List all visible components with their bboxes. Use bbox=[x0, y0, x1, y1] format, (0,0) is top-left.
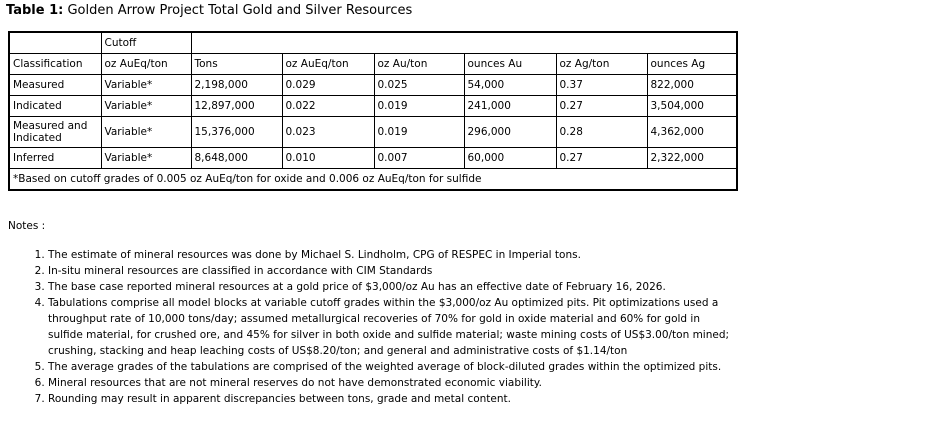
table-row: Measured Variable* 2,198,000 0.029 0.025… bbox=[8, 74, 738, 96]
note-item: Mineral resources that are not mineral r… bbox=[48, 375, 733, 391]
table-cell: 3,504,000 bbox=[646, 95, 738, 117]
table-cell: 0.019 bbox=[373, 95, 465, 117]
note-item: The estimate of mineral resources was do… bbox=[48, 247, 733, 263]
note-item: Rounding may result in apparent discrepa… bbox=[48, 391, 733, 407]
table-cell: 2,322,000 bbox=[646, 147, 738, 169]
table-cell: 822,000 bbox=[646, 74, 738, 96]
table-cell: 0.28 bbox=[555, 116, 648, 148]
table-cell: 0.27 bbox=[555, 95, 648, 117]
table-title: Table 1: Golden Arrow Project Total Gold… bbox=[6, 3, 412, 18]
table-cell: 60,000 bbox=[463, 147, 557, 169]
header-cell: Cutoff bbox=[100, 31, 192, 54]
header-cell: Classification bbox=[8, 53, 102, 75]
resources-table: Cutoff Classification oz AuEq/ton Tons o… bbox=[8, 31, 738, 191]
header-cell: oz AuEq/ton bbox=[281, 53, 375, 75]
table-cell: 0.025 bbox=[373, 74, 465, 96]
table-cell: 4,362,000 bbox=[646, 116, 738, 148]
table-cell: Indicated bbox=[8, 95, 102, 117]
header-cell bbox=[8, 31, 102, 54]
header-cell: oz AuEq/ton bbox=[100, 53, 192, 75]
table-cell: Measured and Indicated bbox=[8, 116, 102, 148]
table-cell: Variable* bbox=[100, 95, 192, 117]
note-item: The base case reported mineral resources… bbox=[48, 279, 733, 295]
header-cell: oz Au/ton bbox=[373, 53, 465, 75]
table-title-text: Golden Arrow Project Total Gold and Silv… bbox=[63, 3, 413, 18]
table-cell: 296,000 bbox=[463, 116, 557, 148]
table-row: Measured and Indicated Variable* 15,376,… bbox=[8, 116, 738, 148]
table-row: Inferred Variable* 8,648,000 0.010 0.007… bbox=[8, 147, 738, 169]
table-cell: 0.029 bbox=[281, 74, 375, 96]
table-top-header-row: Cutoff bbox=[8, 31, 738, 54]
table-cell: 12,897,000 bbox=[190, 95, 283, 117]
table-cell: 241,000 bbox=[463, 95, 557, 117]
note-item: Tabulations comprise all model blocks at… bbox=[48, 295, 733, 359]
table-cell: 2,198,000 bbox=[190, 74, 283, 96]
table-cell: Variable* bbox=[100, 116, 192, 148]
header-cell bbox=[190, 31, 738, 54]
table-cell: 0.022 bbox=[281, 95, 375, 117]
table-cell: 15,376,000 bbox=[190, 116, 283, 148]
table-cell: 0.007 bbox=[373, 147, 465, 169]
notes-label: Notes : bbox=[8, 220, 46, 232]
table-title-label: Table 1: bbox=[6, 3, 64, 18]
table-footnote-row: *Based on cutoff grades of 0.005 oz AuEq… bbox=[8, 168, 738, 191]
table-cell: Inferred bbox=[8, 147, 102, 169]
table-cell: 54,000 bbox=[463, 74, 557, 96]
note-item: In-situ mineral resources are classified… bbox=[48, 263, 733, 279]
table-cell: 0.37 bbox=[555, 74, 648, 96]
table-row: Indicated Variable* 12,897,000 0.022 0.0… bbox=[8, 95, 738, 117]
table-cell: 0.023 bbox=[281, 116, 375, 148]
header-cell: ounces Ag bbox=[646, 53, 738, 75]
note-item: The average grades of the tabulations ar… bbox=[48, 359, 733, 375]
table-cell: Variable* bbox=[100, 147, 192, 169]
table-cell: 8,648,000 bbox=[190, 147, 283, 169]
header-cell: Tons bbox=[190, 53, 283, 75]
table-cell: Variable* bbox=[100, 74, 192, 96]
header-cell: oz Ag/ton bbox=[555, 53, 648, 75]
table-cell: 0.019 bbox=[373, 116, 465, 148]
header-cell: ounces Au bbox=[463, 53, 557, 75]
notes-list: The estimate of mineral resources was do… bbox=[48, 247, 733, 407]
table-header-row: Classification oz AuEq/ton Tons oz AuEq/… bbox=[8, 53, 738, 75]
table-cell: 0.27 bbox=[555, 147, 648, 169]
table-cell: 0.010 bbox=[281, 147, 375, 169]
table-cell: Measured bbox=[8, 74, 102, 96]
table-footnote: *Based on cutoff grades of 0.005 oz AuEq… bbox=[8, 168, 738, 191]
